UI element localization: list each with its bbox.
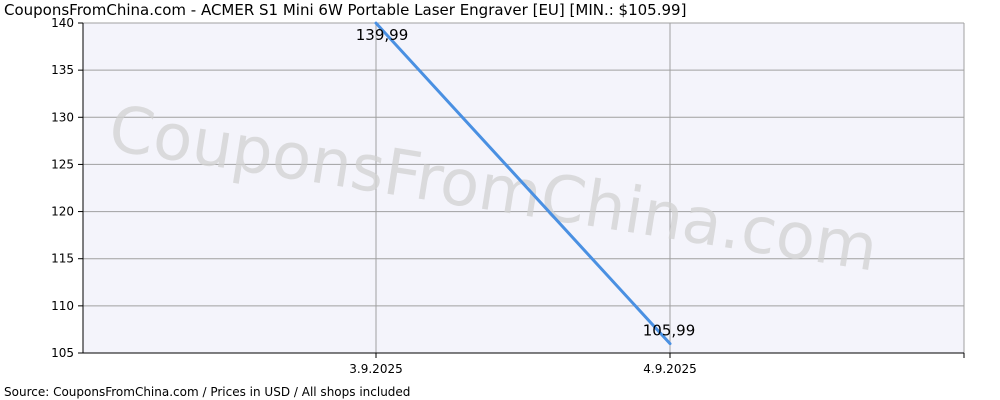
axes	[78, 22, 965, 358]
data-label: 139,99	[356, 26, 409, 44]
plot-area	[83, 23, 964, 353]
chart-title: CouponsFromChina.com - ACMER S1 Mini 6W …	[4, 1, 687, 19]
x-tick-label: 3.9.2025	[349, 362, 402, 376]
x-tick-label: 4.9.2025	[643, 362, 696, 376]
price-line	[374, 21, 672, 346]
y-tick-label: 130	[51, 110, 74, 124]
price-series: 139,99 105,99	[356, 21, 696, 346]
y-tick-label: 110	[51, 299, 74, 313]
y-tick-label: 105	[51, 346, 74, 360]
grid	[83, 22, 965, 353]
tick-labels: 105 110 115 120 125 130 135 140 3.9.2025 4.9.2025	[51, 16, 697, 376]
y-tick-label: 140	[51, 16, 74, 30]
data-label: 105,99	[643, 322, 696, 340]
y-tick-label: 125	[51, 157, 74, 171]
y-tick-label: 120	[51, 205, 74, 219]
chart-source: Source: CouponsFromChina.com / Prices in…	[4, 385, 411, 399]
y-tick-label: 135	[51, 63, 74, 77]
y-tick-label: 115	[51, 252, 74, 266]
